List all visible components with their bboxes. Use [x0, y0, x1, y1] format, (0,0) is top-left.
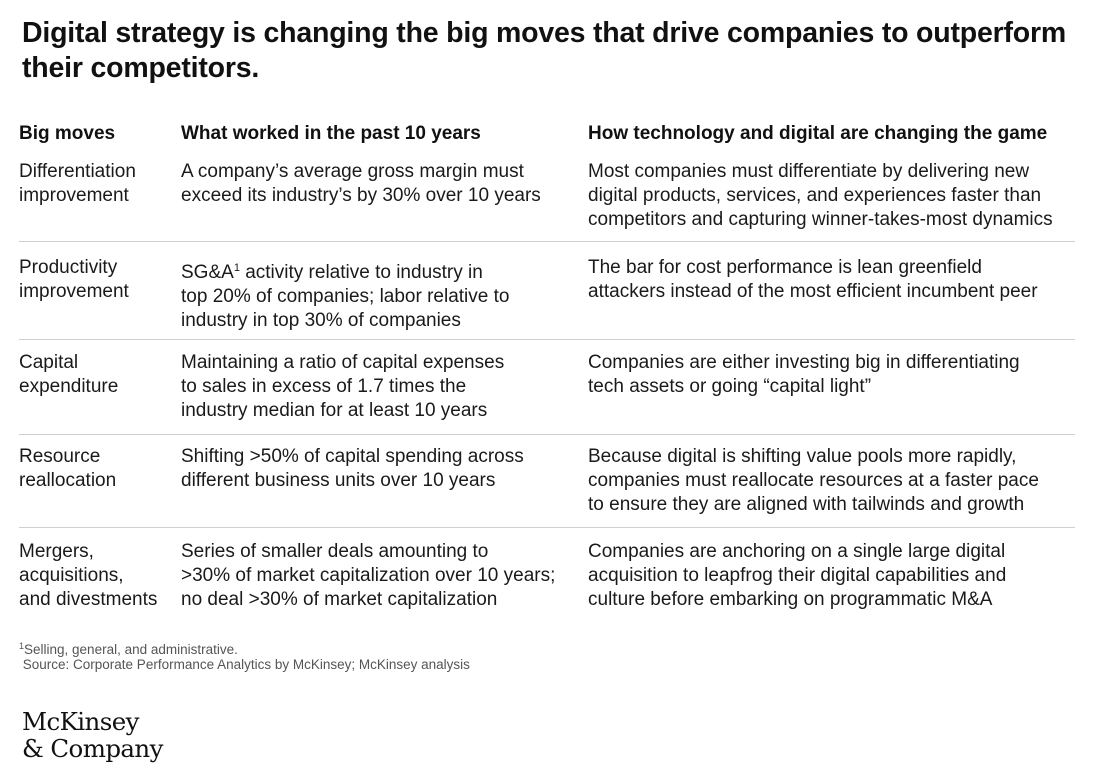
row-move: Productivity improvement: [19, 257, 129, 302]
footnote-ref: 1: [233, 262, 240, 274]
row-change: The bar for cost performance is lean gre…: [588, 257, 1038, 302]
row-divider: [19, 527, 1075, 528]
row-change: Companies are either investing big in di…: [588, 352, 1020, 397]
header-big-moves: Big moves: [19, 123, 116, 144]
header-past-10-years: What worked in the past 10 years: [181, 123, 481, 144]
logo-line-1: McKinsey: [22, 707, 139, 736]
footnote: 1Selling, general, and administrative.: [19, 638, 238, 658]
mckinsey-logo: McKinsey & Company: [22, 708, 163, 762]
row-past: Series of smaller deals amounting to >30…: [181, 541, 556, 610]
row-move: Differentiation improvement: [19, 161, 136, 206]
row-divider: [19, 339, 1075, 340]
row-move: Mergers, acquisitions, and divestments: [19, 541, 158, 610]
row-past: SG&A1 activity relative to industry in t…: [181, 256, 581, 333]
row-move: Resource reallocation: [19, 446, 117, 491]
row-change: Companies are anchoring on a single larg…: [588, 541, 1007, 610]
row-change: Most companies must differentiate by del…: [588, 161, 1053, 230]
footnote-text: Selling, general, and administrative.: [24, 642, 238, 657]
row-past-prefix: SG&A: [181, 262, 234, 283]
source-note: Source: Corporate Performance Analytics …: [19, 657, 470, 672]
row-past-rest: activity relative to industry in top 20%…: [181, 262, 510, 331]
row-move: Capital expenditure: [19, 352, 119, 397]
footnote-marker: 1: [19, 641, 25, 651]
row-divider: [19, 434, 1075, 435]
row-divider: [19, 241, 1075, 242]
row-change: Because digital is shifting value pools …: [588, 446, 1039, 515]
page-title: Digital strategy is changing the big mov…: [22, 17, 1067, 84]
row-past: A company’s average gross margin must ex…: [181, 161, 541, 206]
header-digital-changes: How technology and digital are changing …: [588, 123, 1048, 144]
row-past: Shifting >50% of capital spending across…: [181, 446, 524, 491]
row-past: Maintaining a ratio of capital expenses …: [181, 352, 505, 421]
logo-line-2: & Company: [22, 734, 163, 763]
